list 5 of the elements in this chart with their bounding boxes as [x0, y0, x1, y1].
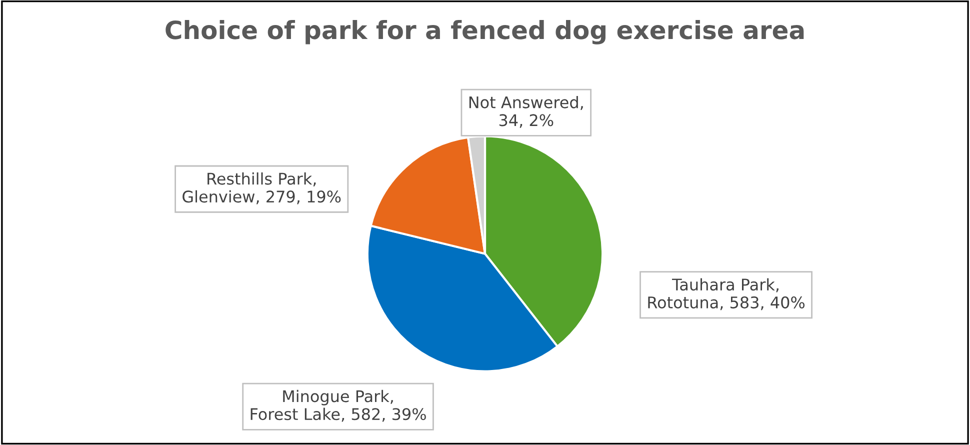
- slice-label: Resthills Park, Glenview, 279, 19%: [182, 172, 341, 204]
- slice-label: Tauhara Park, Rototuna, 583, 40%: [648, 278, 805, 310]
- slice-label: Minogue Park, Forest Lake, 582, 39%: [250, 390, 426, 422]
- slice-label: Not Answered, 34, 2%: [469, 96, 583, 128]
- chart-title: Choice of park for a fenced dog exercise area: [166, 20, 804, 44]
